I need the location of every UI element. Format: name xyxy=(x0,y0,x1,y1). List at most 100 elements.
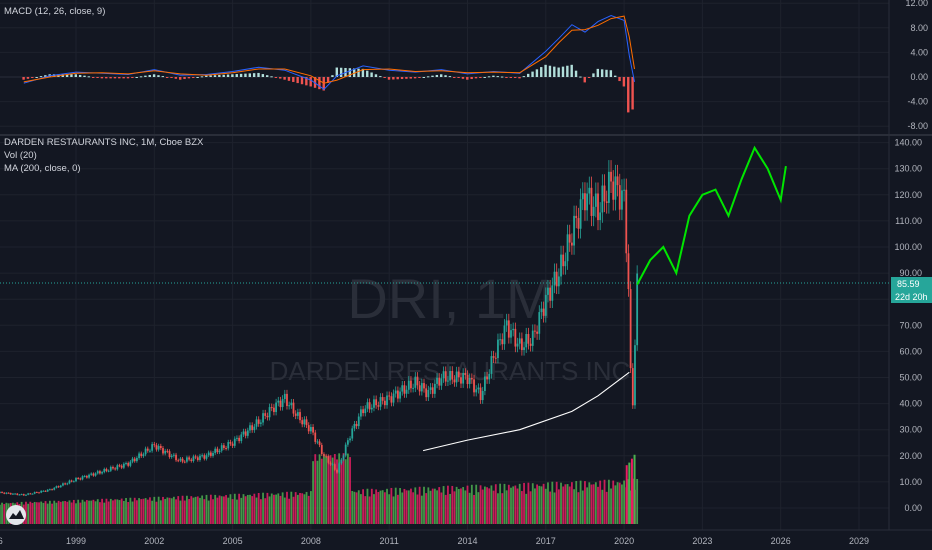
macd-price-axis[interactable]: 12.00 8.00 4.00 0.00 -4.00 -8.00 xyxy=(905,0,928,131)
tradingview-logo-icon[interactable] xyxy=(6,505,26,525)
candle-body xyxy=(368,402,371,410)
candle-body xyxy=(383,400,386,406)
candle-body xyxy=(155,445,158,450)
volume-bar xyxy=(225,495,227,524)
volume-bar xyxy=(312,461,314,524)
candle-body xyxy=(603,185,606,202)
candle-body xyxy=(262,413,264,423)
candle-body xyxy=(85,476,88,478)
volume-bar xyxy=(423,486,425,524)
candle-body xyxy=(536,331,538,334)
candle-body xyxy=(401,385,404,392)
candle-body xyxy=(292,402,295,414)
volume-bar xyxy=(140,499,143,524)
macd-histogram-bar xyxy=(222,74,225,77)
volume-bar xyxy=(99,502,101,524)
volume-bar xyxy=(388,494,391,524)
macd-histogram-bar xyxy=(144,75,147,77)
volume-bar xyxy=(72,499,75,524)
macd-histogram-bar xyxy=(453,77,456,78)
volume-bar xyxy=(103,502,106,524)
candle-body xyxy=(444,371,447,382)
candle-body xyxy=(183,461,186,463)
candle-body xyxy=(379,397,382,407)
volume-bar xyxy=(75,503,77,524)
volume-bar xyxy=(370,488,373,524)
macd-histogram-bar xyxy=(44,75,47,77)
macd-histogram-bar xyxy=(548,65,552,77)
candle-body xyxy=(366,402,369,409)
candle-body xyxy=(621,190,623,210)
candle-body xyxy=(186,457,188,462)
volume-bar xyxy=(270,493,273,524)
macd-histogram-bar xyxy=(235,74,238,77)
volume-bar xyxy=(462,487,465,524)
macd-histogram-bar xyxy=(196,77,199,78)
macd-panel[interactable]: MACD (12, 26, close, 9) xyxy=(0,6,889,113)
macd-title[interactable]: MACD (12, 26, close, 9) xyxy=(4,6,105,17)
volume-bar xyxy=(373,494,375,524)
candle-body xyxy=(286,393,288,406)
price-title[interactable]: DARDEN RESTAURANTS INC, 1M, Cboe BZX xyxy=(4,137,204,148)
candle-body xyxy=(290,402,293,406)
macd-histogram-bar xyxy=(379,76,382,78)
macd-histogram-bar xyxy=(496,76,499,78)
volume-bar xyxy=(33,501,36,524)
volume-bar xyxy=(40,501,43,524)
candle-body xyxy=(214,448,217,453)
candle-body xyxy=(44,490,47,492)
volume-bar xyxy=(255,497,258,524)
candle-body xyxy=(273,407,275,413)
candle-body xyxy=(540,308,543,313)
volume-bar xyxy=(288,498,291,524)
candle-body xyxy=(562,254,565,267)
volume-bar xyxy=(623,480,625,524)
projection-line xyxy=(636,145,787,286)
candle-body xyxy=(473,379,475,393)
volume-bar xyxy=(588,482,591,524)
macd-histogram-bar xyxy=(605,69,608,77)
candle-body xyxy=(266,415,269,418)
volume-bar xyxy=(133,497,136,524)
volume-bar xyxy=(238,493,241,524)
time-axis[interactable]: 96 1999 2002 2005 2008 2011 2014 2017 2020 2023 20… xyxy=(0,536,869,546)
price-axis[interactable]: 140.00130.00120.00110.00100.0090.0080.00… xyxy=(894,138,922,513)
volume-bar xyxy=(320,458,323,524)
volume-bar xyxy=(90,500,93,524)
macd-histogram-bar xyxy=(513,77,517,78)
macd-histogram-bar xyxy=(300,77,304,85)
volume-bar xyxy=(94,501,97,524)
volume-bar xyxy=(594,482,597,524)
volume-bar xyxy=(66,501,69,524)
macd-histogram-bar xyxy=(444,75,447,77)
candle-body xyxy=(423,383,425,389)
candle-body xyxy=(631,368,634,406)
macd-histogram-bar xyxy=(122,77,125,79)
candle-body xyxy=(1,491,3,493)
volume-indicator-label[interactable]: Vol (20) xyxy=(4,150,37,161)
macd-histogram-bar xyxy=(531,71,534,77)
candle-body xyxy=(468,377,471,385)
macd-histogram-bar xyxy=(261,74,265,77)
volume-bar xyxy=(360,494,362,524)
ma-indicator-label[interactable]: MA (200, close, 0) xyxy=(4,163,81,174)
volume-bar xyxy=(183,500,186,524)
candle-body xyxy=(597,193,599,221)
macd-histogram-bar xyxy=(387,77,391,80)
macd-histogram-bar xyxy=(418,77,421,78)
volume-bar xyxy=(460,488,462,524)
candle-body xyxy=(477,387,480,390)
volume-bar xyxy=(603,479,606,524)
volume-bar xyxy=(118,500,121,524)
volume-bar xyxy=(279,495,282,524)
volume-bar xyxy=(77,499,80,524)
volume-bar xyxy=(346,453,349,524)
volume-bar xyxy=(240,497,243,524)
candle-body xyxy=(403,385,406,394)
price-panel[interactable]: DARDEN RESTAURANTS INC, 1M, Cboe BZX Vol… xyxy=(0,137,889,524)
candle-body xyxy=(523,347,525,351)
volume-bar xyxy=(336,459,338,524)
volume-bar xyxy=(503,483,506,524)
price-axis-tick: 130.00 xyxy=(894,164,922,174)
